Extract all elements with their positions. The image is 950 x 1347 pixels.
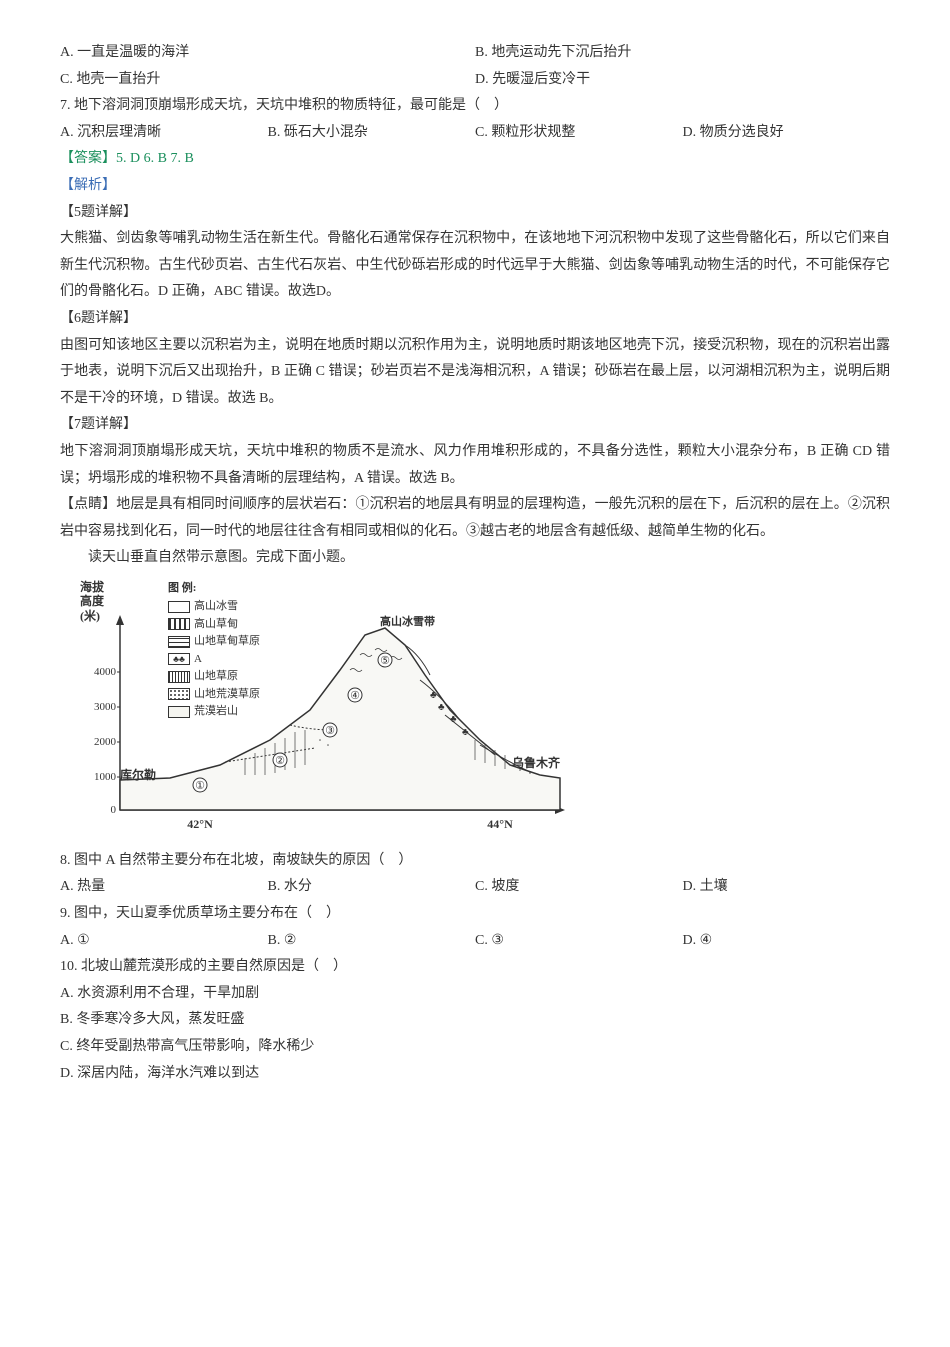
q9-option-d: D. ④ [683, 928, 891, 955]
q9-option-b: B. ② [268, 928, 476, 955]
legend-item-5: 山地荒漠草原 [168, 686, 260, 703]
tianshan-chart: 海拔高度(米) 图 例: 高山冰雪 高山草甸 山地草甸草原 ♣♣A 山地草原 山… [80, 580, 580, 840]
legend-item-2: 山地草甸草原 [168, 633, 260, 650]
svg-text:3000: 3000 [94, 701, 117, 713]
q9-options: A. ① B. ② C. ③ D. ④ [60, 928, 890, 955]
q9-option-a: A. ① [60, 928, 268, 955]
q10-option-c: C. 终年受副热带高气压带影响，降水稀少 [60, 1034, 890, 1061]
q5-options-row1: A. 一直是温暖的海洋 B. 地壳运动先下沉后抬升 [60, 40, 890, 67]
detail6-text: 由图可知该地区主要以沉积岩为主，说明在地质时期以沉积作用为主，说明地质时期该地区… [60, 333, 890, 413]
legend-item-1: 高山草甸 [168, 616, 260, 633]
tip-text: 【点睛】地层是具有相同时间顺序的层状岩石：①沉积岩的地层具有明显的层理构造，一般… [60, 492, 890, 545]
svg-text:0: 0 [111, 804, 117, 816]
q8-option-d: D. 土壤 [683, 874, 891, 901]
q7-option-d: D. 物质分选良好 [683, 120, 891, 147]
chart-intro: 读天山垂直自然带示意图。完成下面小题。 [60, 545, 890, 572]
y-axis-label: 海拔高度(米) [80, 580, 104, 623]
svg-text:♣: ♣ [450, 714, 457, 725]
legend-item-3: ♣♣A [168, 651, 260, 668]
detail5-label: 【5题详解】 [60, 200, 890, 227]
legend-item-4: 山地草原 [168, 668, 260, 685]
q10-option-b: B. 冬季寒冷多大风，蒸发旺盛 [60, 1007, 890, 1034]
city-kuerle: 库尔勒 [120, 764, 156, 787]
svg-text:♣: ♣ [462, 727, 469, 738]
city-wulumuqi: 乌鲁木齐 [512, 752, 560, 775]
chart-svg: 0 1000 2000 3000 4000 42°N 44°N [80, 580, 580, 840]
chart-legend: 图 例: 高山冰雪 高山草甸 山地草甸草原 ♣♣A 山地草原 山地荒漠草原 荒漠… [168, 580, 260, 721]
detail7-label: 【7题详解】 [60, 412, 890, 439]
svg-text:④: ④ [350, 690, 360, 702]
q10-stem: 10. 北坡山麓荒漠形成的主要自然原因是（ ） [60, 954, 890, 981]
q10-option-a: A. 水资源利用不合理，干旱加剧 [60, 981, 890, 1008]
q7-options: A. 沉积层理清晰 B. 砾石大小混杂 C. 颗粒形状规整 D. 物质分选良好 [60, 120, 890, 147]
legend-title: 图 例: [168, 580, 260, 597]
legend-item-0: 高山冰雪 [168, 598, 260, 615]
q7-option-c: C. 颗粒形状规整 [475, 120, 683, 147]
peak-label: 高山冰雪带 [380, 612, 435, 633]
q9-option-c: C. ③ [475, 928, 683, 955]
q5-option-a: A. 一直是温暖的海洋 [60, 40, 475, 67]
svg-text:4000: 4000 [94, 666, 117, 678]
q7-stem: 7. 地下溶洞洞顶崩塌形成天坑，天坑中堆积的物质特征，最可能是（ ） [60, 93, 890, 120]
q8-option-a: A. 热量 [60, 874, 268, 901]
q9-stem: 9. 图中，天山夏季优质草场主要分布在（ ） [60, 901, 890, 928]
q5-options-row2: C. 地壳一直抬升 D. 先暖湿后变冷干 [60, 67, 890, 94]
analysis-label: 【解析】 [60, 173, 890, 200]
svg-text:⑤: ⑤ [380, 655, 390, 667]
q10-option-d: D. 深居内陆，海洋水汽难以到达 [60, 1061, 890, 1088]
detail7-text: 地下溶洞洞顶崩塌形成天坑，天坑中堆积的物质不是流水、风力作用堆积形成的，不具备分… [60, 439, 890, 492]
q7-option-a: A. 沉积层理清晰 [60, 120, 268, 147]
svg-text:①: ① [195, 780, 205, 792]
legend-item-6: 荒漠岩山 [168, 703, 260, 720]
svg-text:♣: ♣ [438, 702, 445, 713]
svg-text:♣: ♣ [430, 690, 437, 701]
q5-option-b: B. 地壳运动先下沉后抬升 [475, 40, 890, 67]
detail5-text: 大熊猫、剑齿象等哺乳动物生活在新生代。骨骼化石通常保存在沉积物中，在该地地下河沉… [60, 226, 890, 306]
q5-option-d: D. 先暖湿后变冷干 [475, 67, 890, 94]
q8-option-b: B. 水分 [268, 874, 476, 901]
q8-stem: 8. 图中 A 自然带主要分布在北坡，南坡缺失的原因（ ） [60, 848, 890, 875]
answer-line: 【答案】5. D 6. B 7. B [60, 146, 890, 173]
svg-text:③: ③ [325, 725, 335, 737]
q5-option-c: C. 地壳一直抬升 [60, 67, 475, 94]
q8-options: A. 热量 B. 水分 C. 坡度 D. 土壤 [60, 874, 890, 901]
q7-option-b: B. 砾石大小混杂 [268, 120, 476, 147]
svg-text:44°N: 44°N [487, 817, 513, 831]
q8-option-c: C. 坡度 [475, 874, 683, 901]
svg-text:1000: 1000 [94, 771, 117, 783]
svg-text:②: ② [275, 755, 285, 767]
svg-text:42°N: 42°N [187, 817, 213, 831]
svg-text:2000: 2000 [94, 736, 117, 748]
detail6-label: 【6题详解】 [60, 306, 890, 333]
